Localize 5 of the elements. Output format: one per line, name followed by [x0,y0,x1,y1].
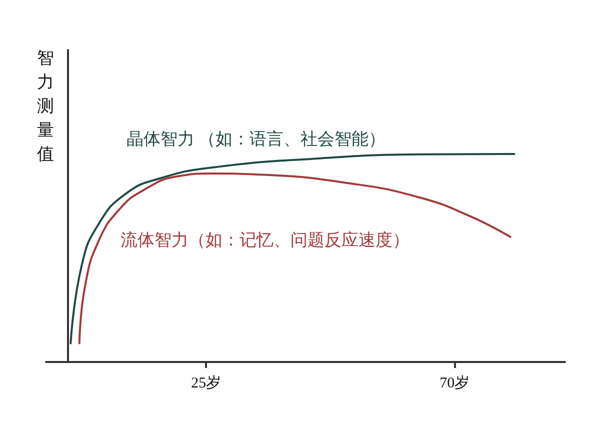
series-label: 流体智力（如：记忆、问题反应速度） [120,230,410,250]
x-tick-label: 70岁 [440,374,470,392]
x-tick-label: 25岁 [191,374,222,392]
y-axis-title: 智力测量值 [37,48,54,164]
series-label: 晶体智力 （如：语言、社会智能） [126,130,386,149]
